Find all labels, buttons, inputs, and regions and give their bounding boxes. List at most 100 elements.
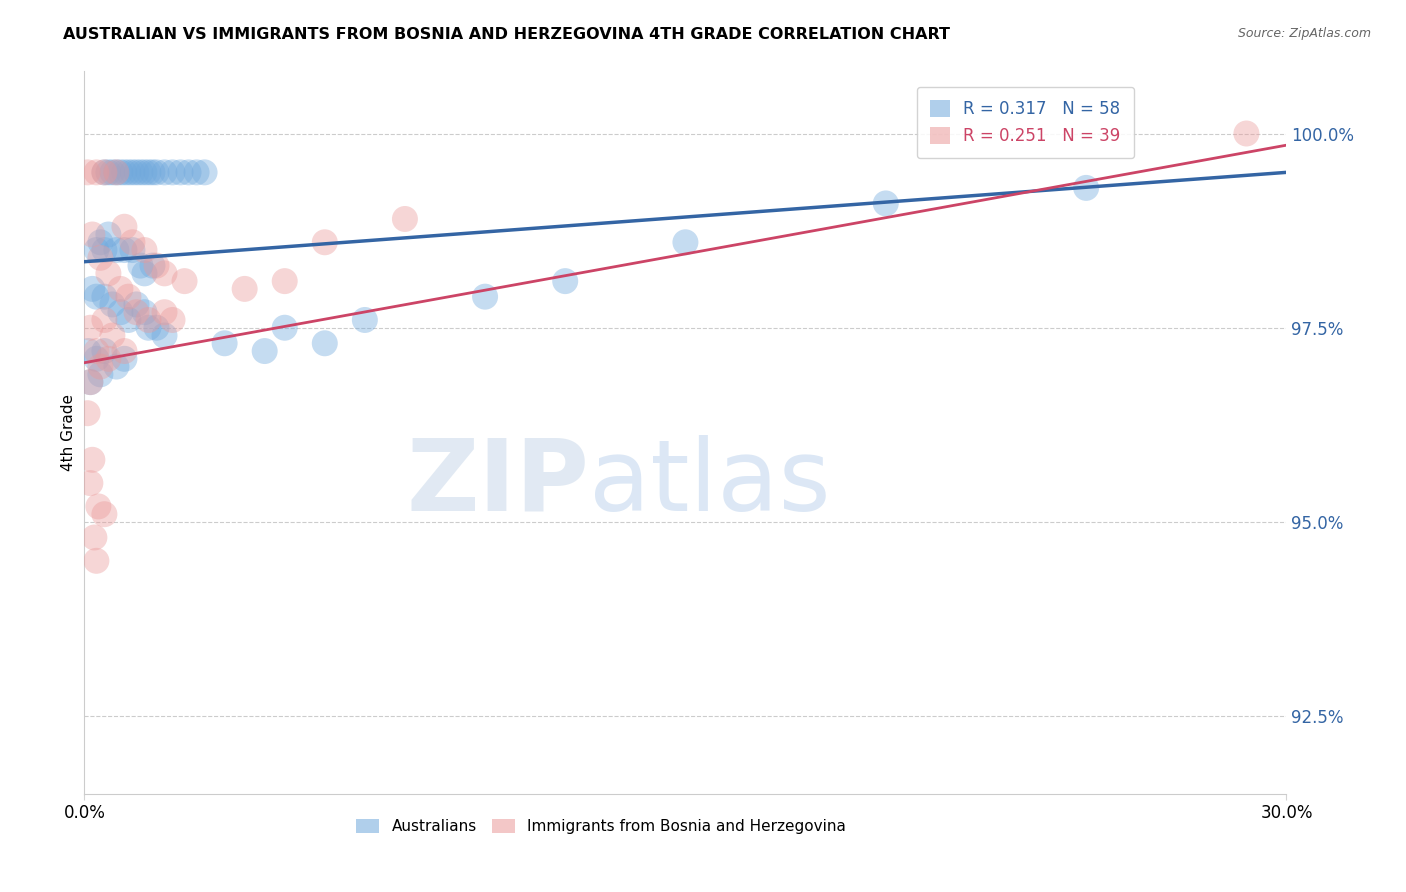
Point	[153, 165, 176, 179]
Point	[76, 165, 98, 179]
Point	[162, 165, 184, 179]
Point	[138, 165, 160, 179]
Point	[110, 282, 132, 296]
Text: ZIP: ZIP	[406, 434, 589, 532]
Point	[105, 165, 128, 179]
Point	[274, 320, 297, 334]
Point	[121, 235, 143, 250]
Point	[134, 243, 156, 257]
Point	[93, 165, 115, 179]
Text: Source: ZipAtlas.com: Source: ZipAtlas.com	[1237, 27, 1371, 40]
Point	[89, 359, 111, 374]
Point	[89, 368, 111, 382]
Point	[79, 476, 101, 491]
Point	[134, 165, 156, 179]
Point	[97, 227, 120, 242]
Point	[186, 165, 208, 179]
Point	[93, 165, 115, 179]
Point	[114, 165, 135, 179]
Point	[105, 243, 128, 257]
Point	[233, 282, 256, 296]
Point	[86, 351, 108, 366]
Point	[121, 165, 143, 179]
Point	[153, 266, 176, 280]
Point	[79, 375, 101, 389]
Point	[86, 554, 108, 568]
Point	[134, 266, 156, 280]
Point	[121, 243, 143, 257]
Point	[82, 282, 104, 296]
Point	[117, 165, 139, 179]
Point	[89, 251, 111, 265]
Point	[86, 165, 108, 179]
Point	[97, 351, 120, 366]
Point	[153, 328, 176, 343]
Point	[89, 235, 111, 250]
Point	[117, 290, 139, 304]
Point	[145, 259, 167, 273]
Point	[138, 320, 160, 334]
Point	[86, 243, 108, 257]
Point	[114, 219, 135, 234]
Point	[1236, 127, 1258, 141]
Point	[141, 259, 163, 273]
Point	[153, 305, 176, 319]
Point	[79, 375, 101, 389]
Point	[93, 290, 115, 304]
Point	[194, 165, 217, 179]
Point	[314, 336, 336, 351]
Point	[76, 406, 98, 420]
Legend: Australians, Immigrants from Bosnia and Herzegovina: Australians, Immigrants from Bosnia and …	[350, 814, 852, 840]
Point	[77, 344, 100, 359]
Point	[138, 313, 160, 327]
Point	[110, 165, 132, 179]
Point	[1076, 181, 1098, 195]
Point	[114, 351, 135, 366]
Point	[86, 290, 108, 304]
Point	[97, 165, 120, 179]
Text: atlas: atlas	[589, 434, 831, 532]
Point	[162, 313, 184, 327]
Point	[82, 452, 104, 467]
Point	[93, 344, 115, 359]
Point	[101, 297, 124, 311]
Point	[93, 507, 115, 521]
Point	[145, 320, 167, 334]
Point	[101, 328, 124, 343]
Point	[110, 305, 132, 319]
Point	[875, 196, 897, 211]
Point	[129, 165, 152, 179]
Point	[474, 290, 496, 304]
Point	[554, 274, 576, 288]
Point	[253, 344, 276, 359]
Point	[125, 165, 148, 179]
Text: AUSTRALIAN VS IMMIGRANTS FROM BOSNIA AND HERZEGOVINA 4TH GRADE CORRELATION CHART: AUSTRALIAN VS IMMIGRANTS FROM BOSNIA AND…	[63, 27, 950, 42]
Point	[87, 500, 110, 514]
Point	[141, 165, 163, 179]
Point	[83, 531, 105, 545]
Point	[114, 243, 135, 257]
Point	[125, 297, 148, 311]
Point	[93, 243, 115, 257]
Point	[79, 320, 101, 334]
Point	[354, 313, 377, 327]
Point	[129, 259, 152, 273]
Point	[214, 336, 236, 351]
Point	[177, 165, 200, 179]
Point	[125, 305, 148, 319]
Point	[173, 274, 195, 288]
Point	[274, 274, 297, 288]
Point	[105, 165, 128, 179]
Point	[675, 235, 697, 250]
Point	[93, 313, 115, 327]
Point	[105, 359, 128, 374]
Point	[114, 344, 135, 359]
Point	[145, 165, 167, 179]
Point	[82, 227, 104, 242]
Point	[101, 165, 124, 179]
Point	[97, 266, 120, 280]
Point	[134, 305, 156, 319]
Point	[314, 235, 336, 250]
Point	[394, 211, 416, 226]
Point	[86, 344, 108, 359]
